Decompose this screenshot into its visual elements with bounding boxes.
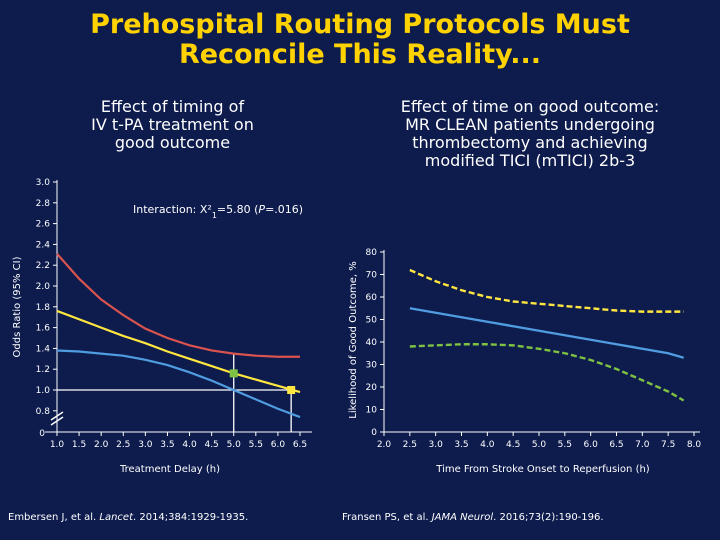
left-title-line: good outcome [114, 133, 231, 152]
left-x-tick-label: 6.0 [271, 440, 286, 450]
left-y-tick-label: 2.6 [36, 220, 51, 230]
left-x-tick-label: 2.5 [116, 440, 130, 450]
right-x-tick-label: 4.5 [506, 440, 520, 450]
left-y-tick-label: 1.4 [36, 344, 51, 354]
left-x-tick-label: 3.0 [138, 440, 153, 450]
right-y-tick-label: 0 [371, 428, 377, 438]
right-title-line: Effect of time on good outcome: [400, 97, 660, 116]
left-y-tick-label: 1.2 [36, 365, 50, 375]
left-y-break-label: 0 [39, 429, 45, 439]
left-y-tick-label: 1.8 [36, 303, 51, 313]
right-x-tick-label: 8.0 [687, 440, 702, 450]
left-citation-journal: Lancet [99, 512, 133, 523]
right-title-line: modified TICI (mTICI) 2b-3 [424, 151, 636, 170]
right-x-tick-label: 3.0 [429, 440, 444, 450]
left-marker-0 [229, 369, 238, 378]
right-y-axis-label: Likelihood of Good Outcome, % [348, 261, 359, 418]
right-x-tick-label: 4.0 [480, 440, 495, 450]
left-citation-authors: Embersen J, et al. [8, 512, 100, 523]
right-y-tick-label: 80 [366, 248, 378, 258]
right-title-line: thrombectomy and achieving [412, 133, 648, 152]
left-y-tick-label: 2.2 [36, 261, 50, 271]
left-y-tick-label: 2.0 [36, 282, 51, 292]
left-x-tick-label: 4.0 [182, 440, 197, 450]
right-y-tick-label: 10 [366, 406, 378, 416]
left-y-tick-label: 1.0 [36, 386, 51, 396]
right-x-tick-label: 2.5 [403, 440, 417, 450]
left-x-tick-label: 4.5 [204, 440, 218, 450]
left-series-lower_ci [56, 349, 301, 419]
left-marker-1 [287, 386, 296, 394]
left-axis-break-mark [50, 411, 64, 421]
left-y-tick-label: 0.8 [36, 407, 51, 417]
left-x-tick-label: 1.5 [72, 440, 86, 450]
right-series-lower_ci [409, 343, 685, 402]
left-series-upper_ci [56, 253, 300, 358]
right-x-tick-label: 6.0 [584, 440, 599, 450]
left-series-odds_ratio [56, 309, 301, 394]
right-y-tick-label: 40 [366, 338, 378, 348]
right-x-tick-label: 5.0 [532, 440, 547, 450]
left-x-tick-label: 5.0 [227, 440, 242, 450]
left-x-tick-label: 6.5 [293, 440, 307, 450]
right-panel-title: Effect of time on good outcome: MR CLEAN… [365, 98, 695, 170]
right-x-tick-label: 5.5 [558, 440, 572, 450]
right-title-line: MR CLEAN patients undergoing [405, 115, 655, 134]
left-x-tick-label: 3.5 [160, 440, 174, 450]
left-title-line: IV t-PA treatment on [91, 115, 254, 134]
left-x-axis-label: Treatment Delay (h) [119, 464, 220, 475]
right-y-tick-label: 60 [366, 293, 378, 303]
right-x-tick-label: 3.5 [454, 440, 468, 450]
right-citation-journal: JAMA Neurol [431, 512, 494, 523]
left-title-line: Effect of timing of [100, 97, 245, 116]
right-y-tick-label: 30 [366, 361, 378, 371]
left-y-tick-label: 1.6 [36, 324, 51, 334]
left-citation-rest: . 2014;384:1929-1935. [132, 512, 249, 523]
right-x-tick-label: 6.5 [609, 440, 623, 450]
left-y-tick-label: 2.8 [36, 199, 51, 209]
left-annotation: Interaction: Χ²1=5.80 (P=.016) [133, 203, 303, 220]
right-x-axis-label: Time From Stroke Onset to Reperfusion (h… [435, 464, 650, 475]
right-y-tick-label: 20 [366, 383, 378, 393]
left-axis-break-mark [50, 416, 64, 426]
left-x-tick-label: 2.0 [94, 440, 109, 450]
right-series-estimate [409, 307, 685, 359]
left-y-axis-label: Odds Ratio (95% CI) [12, 256, 23, 357]
right-series-upper_ci [409, 268, 684, 313]
left-x-tick-label: 1.0 [50, 440, 65, 450]
left-x-tick-label: 5.5 [249, 440, 263, 450]
right-citation-rest: . 2016;73(2):190-196. [493, 512, 604, 523]
title-line-2: Reconcile This Reality... [178, 39, 542, 70]
right-citation-authors: Fransen PS, et al. [342, 512, 432, 523]
left-y-tick-label: 2.4 [36, 240, 51, 250]
right-y-tick-label: 50 [366, 316, 378, 326]
right-x-tick-label: 2.0 [377, 440, 392, 450]
left-citation: Embersen J, et al. Lancet. 2014;384:1929… [8, 512, 248, 523]
right-y-tick-label: 70 [366, 271, 378, 281]
right-citation: Fransen PS, et al. JAMA Neurol. 2016;73(… [342, 512, 604, 523]
title-line-1: Prehospital Routing Protocols Must [90, 9, 630, 40]
left-panel-title: Effect of timing of IV t-PA treatment on… [60, 98, 285, 152]
left-y-tick-label: 3.0 [36, 178, 51, 188]
right-x-tick-label: 7.5 [661, 440, 675, 450]
right-x-tick-label: 7.0 [635, 440, 650, 450]
